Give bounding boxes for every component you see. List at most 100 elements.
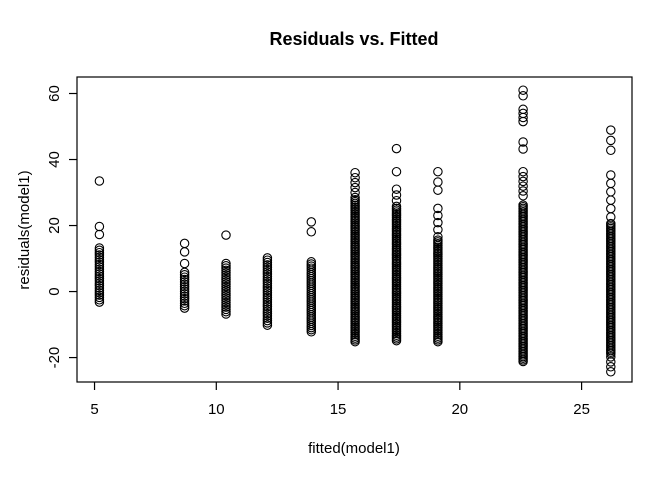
data-point — [221, 290, 231, 301]
data-point — [221, 230, 231, 240]
data-point — [391, 195, 402, 206]
data-point — [179, 303, 190, 313]
data-point — [518, 356, 528, 367]
data-point — [606, 352, 616, 362]
data-point — [179, 289, 190, 299]
data-point — [350, 187, 360, 198]
data-point — [221, 306, 231, 317]
data-point — [606, 195, 616, 205]
data-point — [94, 255, 105, 265]
data-point — [94, 278, 105, 289]
data-point — [606, 203, 616, 214]
data-point — [94, 264, 105, 274]
y-tick-label: -20 — [46, 347, 63, 369]
data-point — [262, 278, 273, 289]
data-point — [433, 210, 443, 221]
data-point — [262, 262, 273, 272]
x-axis-label: fitted(model1) — [308, 440, 400, 457]
data-point — [94, 229, 105, 240]
data-point — [518, 181, 528, 191]
data-point — [179, 272, 190, 282]
data-point — [94, 252, 105, 263]
data-point — [179, 296, 190, 306]
data-point — [606, 125, 616, 135]
data-point — [221, 279, 231, 289]
data-point — [94, 259, 105, 270]
data-point — [94, 247, 105, 258]
plot-frame — [76, 76, 633, 383]
data-point — [606, 135, 616, 146]
data-point — [179, 238, 190, 249]
x-tick-label: 20 — [451, 401, 468, 418]
data-point — [433, 336, 443, 347]
data-point — [518, 116, 528, 127]
data-point — [94, 266, 105, 277]
data-point — [179, 267, 190, 278]
data-point — [221, 263, 231, 273]
y-tick-label: 40 — [46, 151, 63, 168]
data-point — [94, 290, 105, 300]
data-point — [221, 293, 231, 303]
data-point — [221, 286, 231, 296]
data-point — [262, 290, 273, 300]
data-point — [306, 227, 317, 237]
data-point — [606, 187, 616, 197]
data-point — [179, 258, 190, 269]
data-point — [179, 300, 190, 311]
data-point — [518, 91, 528, 101]
data-point — [391, 143, 402, 154]
data-point — [262, 281, 273, 291]
data-point — [306, 217, 317, 227]
data-point — [94, 271, 105, 281]
data-point — [179, 279, 190, 290]
data-point — [262, 257, 273, 268]
data-point — [94, 250, 105, 260]
x-tick-label: 15 — [330, 401, 347, 418]
data-point — [350, 336, 360, 347]
data-point — [221, 261, 231, 271]
data-point — [221, 277, 231, 287]
data-point — [179, 274, 190, 285]
y-tick-label: 0 — [46, 287, 63, 295]
data-point — [94, 269, 105, 279]
data-point — [518, 176, 528, 187]
data-point — [221, 304, 231, 315]
data-point — [262, 253, 273, 263]
data-point — [262, 311, 273, 321]
data-point — [606, 170, 616, 180]
data-point — [221, 297, 231, 308]
data-point — [518, 191, 528, 201]
x-tick-label: 10 — [208, 401, 225, 418]
data-point — [94, 245, 105, 256]
data-point — [94, 276, 105, 286]
y-axis-label: residuals(model1) — [16, 170, 33, 289]
data-point — [94, 283, 105, 293]
data-point — [179, 293, 190, 304]
data-point — [94, 287, 105, 298]
data-point — [221, 265, 231, 276]
data-point — [433, 177, 443, 187]
data-point — [262, 274, 273, 284]
data-point — [179, 270, 190, 280]
data-point — [262, 308, 273, 319]
data-point — [518, 137, 528, 147]
data-point — [262, 320, 273, 330]
data-point — [433, 203, 443, 214]
data-point — [179, 286, 190, 297]
data-point — [262, 304, 273, 314]
data-point — [221, 295, 231, 305]
data-point — [94, 243, 105, 253]
data-point — [262, 255, 273, 265]
data-point — [262, 306, 273, 317]
data-point — [262, 287, 273, 298]
data-point — [262, 260, 273, 270]
data-point — [94, 273, 105, 284]
data-point — [94, 295, 105, 305]
x-tick-label: 5 — [90, 401, 98, 418]
data-point — [221, 281, 231, 292]
data-point — [262, 297, 273, 307]
data-point — [350, 172, 360, 183]
data-point — [221, 302, 231, 312]
